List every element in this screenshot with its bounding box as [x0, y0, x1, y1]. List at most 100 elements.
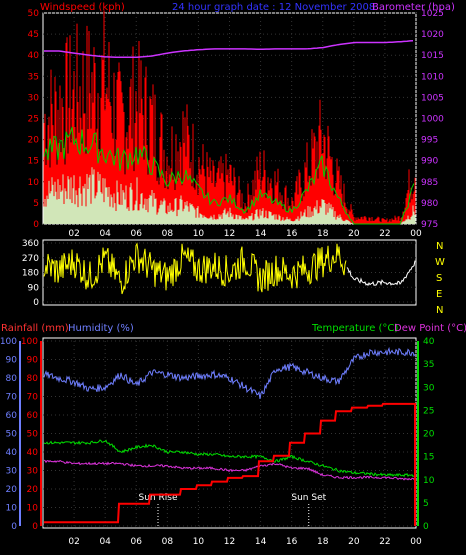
rainfall-axis-title: Rainfall (mm) [1, 323, 69, 334]
compass-e: E [436, 289, 442, 300]
wind-y-tick-label: 50 [28, 9, 40, 19]
rain-y-tick-label: 40 [27, 448, 39, 458]
temp-y-tick-label: 20 [423, 430, 435, 440]
humidity-y-tick-label: 20 [6, 485, 18, 495]
temp-y-tick-label: 10 [423, 476, 435, 486]
compass-n-bottom: N [436, 305, 443, 316]
wind-y-tick-label: 35 [28, 72, 39, 82]
humidity-axis-title: Humidity (%) [68, 323, 134, 334]
humidity-y-tick-label: 70 [6, 393, 18, 403]
rain-y-tick-label: 10 [27, 504, 39, 514]
grid-layer [43, 12, 417, 527]
climate-x-tick-label: 02 [68, 537, 79, 547]
compass-n-top: N [436, 241, 443, 252]
rain-y-tick-label: 50 [27, 430, 39, 440]
temp-y-tick-label: 5 [423, 499, 429, 509]
dewpoint-line [43, 459, 416, 481]
wind-x-tick-label: 14 [255, 229, 267, 239]
rainfall-line [44, 402, 416, 526]
wind-y-tick-label: 20 [28, 136, 40, 146]
wind-direction-line-recent [346, 260, 416, 287]
wind-series-layer [43, 10, 416, 225]
humidity-y-tick-label: 60 [6, 411, 18, 421]
rain-y-tick-label: 70 [27, 393, 39, 403]
rain-y-tick-label: 0 [32, 522, 38, 532]
axis-tick-labels: 0510152025303540455097598098599099510001… [0, 9, 444, 547]
rain-y-tick-label: 60 [27, 411, 39, 421]
barometer-line [44, 39, 414, 59]
climate-x-tick-label: 00 [410, 537, 422, 547]
wind-x-tick-label: 18 [317, 229, 329, 239]
wind-y-tick-label: 10 [28, 178, 40, 188]
wind-x-tick-label: 00 [410, 229, 422, 239]
rain-y-tick-label: 80 [27, 374, 39, 384]
dewpoint-axis-title: Dew Point (°C) [394, 323, 466, 334]
wind-x-tick-label: 06 [131, 229, 143, 239]
barometer-y-tick-label: 990 [421, 157, 438, 167]
climate-x-tick-label: 10 [193, 537, 205, 547]
wind-y-tick-label: 5 [33, 199, 39, 209]
temperature-axis-title: Temperature (°C) [311, 323, 398, 334]
climate-x-tick-label: 22 [379, 537, 390, 547]
wind-y-tick-label: 15 [28, 157, 39, 167]
wind-x-tick-label: 20 [348, 229, 360, 239]
graph-date-title: 24 hour graph date : 12 November 2008 [172, 2, 375, 13]
direction-y-tick-label: 360 [22, 239, 39, 249]
barometer-y-tick-label: 1015 [421, 51, 444, 61]
barometer-y-tick-label: 980 [421, 199, 438, 209]
temperature-line [43, 439, 416, 478]
humidity-y-tick-label: 90 [6, 356, 18, 366]
wind-x-tick-label: 22 [379, 229, 390, 239]
climate-x-tick-label: 16 [286, 537, 298, 547]
rain-y-tick-label: 20 [27, 485, 39, 495]
climate-x-tick-label: 14 [255, 537, 267, 547]
climate-series-layer: Sun Rise Sun Set [43, 346, 416, 526]
humidity-y-tick-label: 0 [11, 522, 17, 532]
temp-y-tick-label: 15 [423, 453, 434, 463]
climate-x-tick-label: 04 [99, 537, 111, 547]
compass-s: S [436, 273, 442, 284]
barometer-y-tick-label: 1010 [421, 72, 444, 82]
barometer-y-tick-label: 1025 [421, 9, 444, 19]
wind-y-tick-label: 0 [33, 220, 39, 230]
sun-marker-label: Sun Set [291, 493, 326, 503]
humidity-y-tick-label: 10 [6, 504, 18, 514]
temp-y-tick-label: 0 [423, 522, 429, 532]
wind-y-tick-label: 40 [28, 51, 40, 61]
barometer-y-tick-label: 975 [421, 220, 438, 230]
climate-x-tick-label: 08 [162, 537, 174, 547]
humidity-y-tick-label: 50 [6, 430, 18, 440]
direction-y-tick-label: 90 [28, 283, 40, 293]
barometer-y-tick-label: 995 [421, 136, 438, 146]
humidity-line [43, 346, 416, 399]
windspeed-axis-title: Windspeed (kph) [40, 2, 125, 13]
climate-x-tick-label: 20 [348, 537, 360, 547]
barometer-y-tick-label: 1020 [421, 30, 444, 40]
direction-y-tick-label: 180 [22, 269, 39, 279]
direction-series-layer [43, 242, 416, 295]
barometer-y-tick-label: 1000 [421, 115, 444, 125]
humidity-y-tick-label: 40 [6, 448, 18, 458]
climate-x-tick-label: 18 [317, 537, 329, 547]
wind-x-tick-label: 12 [224, 229, 235, 239]
humidity-y-tick-label: 80 [6, 374, 18, 384]
climate-x-tick-label: 12 [224, 537, 235, 547]
rain-y-tick-label: 30 [27, 467, 39, 477]
wind-x-tick-label: 10 [193, 229, 205, 239]
wind-x-tick-label: 16 [286, 229, 298, 239]
rain-y-tick-label: 90 [27, 356, 39, 366]
wind-y-tick-label: 45 [28, 30, 39, 40]
barometer-axis-title: Barometer (hpa) [372, 2, 455, 13]
wind-average-line [43, 126, 415, 225]
barometer-y-tick-label: 985 [421, 178, 438, 188]
wind-y-tick-label: 30 [28, 93, 40, 103]
wind-x-tick-label: 08 [162, 229, 174, 239]
humidity-y-tick-label: 100 [0, 337, 17, 347]
direction-panel-frame [42, 239, 417, 306]
direction-y-tick-label: 0 [33, 298, 39, 308]
humidity-y-tick-label: 30 [6, 467, 18, 477]
temp-y-tick-label: 40 [423, 337, 435, 347]
barometer-y-tick-label: 1005 [421, 93, 444, 103]
compass-w: W [435, 257, 445, 268]
